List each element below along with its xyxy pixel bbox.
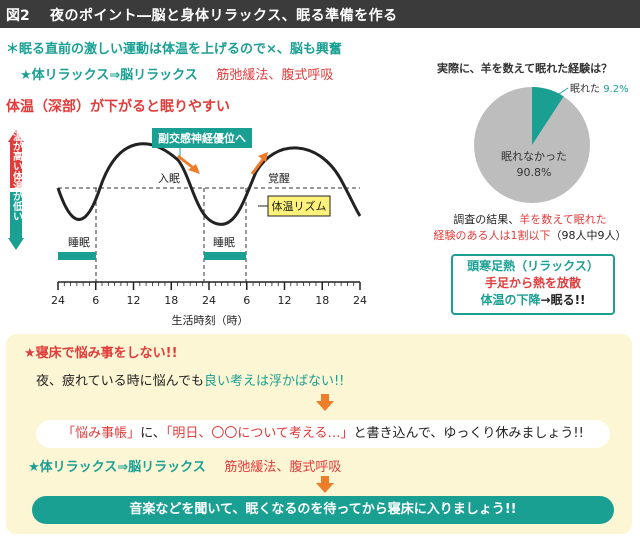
x-tick-label: 6: [243, 294, 250, 307]
asterisk-mark: ＊: [6, 42, 20, 57]
note-exercise-text: 眠る直前の激しい運動は体温を上げるので×、脳も興奮: [19, 42, 342, 57]
survey-result: 調査の結果、羊を数えて眠れた 経験のある人は1割以下（98人中9人）: [425, 212, 635, 244]
sleep-bar-2: [204, 252, 246, 260]
x-tick-label: 18: [164, 294, 178, 307]
sleep-bar-1: [58, 252, 96, 260]
panel-relax-line: ★体リラックス⇒脳リラックス 筋弛緩法、腹式呼吸: [28, 456, 341, 475]
label-sleep-onset: 入眠: [158, 172, 180, 185]
panel-relax-red: 筋弛緩法、腹式呼吸: [224, 460, 342, 475]
conclusion-line-3-teal: 体温の下降: [480, 293, 541, 307]
conclusion-line-3-rest: 眠る!!: [550, 293, 586, 307]
legend-rhythm: 体温リズム: [272, 199, 327, 213]
x-ticks: 24 6 12 18 24 6 12 18 24: [51, 282, 367, 307]
down-arrow-1-stem: [321, 394, 329, 401]
down-arrow-1-icon: [316, 401, 334, 411]
note-relax-teal: ★体リラックス⇒脳リラックス: [20, 68, 198, 83]
pill-end: と書き込んで、ゆっくり休みましょう!!: [353, 426, 584, 441]
pie-no-value: 90.8%: [517, 166, 552, 179]
figure-label: 図2: [6, 8, 30, 24]
pill-mid: に、: [140, 426, 166, 441]
x-tick-label: 12: [278, 294, 292, 307]
label-wake: 覚醒: [268, 172, 290, 185]
temperature-rhythm-chart: 体温が高い 体温が低い 副交感神経優位へ 入眠 覚醒 体温リズム 睡眠 睡眠 2…: [8, 120, 367, 327]
conclusion-arrow: →: [540, 293, 551, 307]
conclusion-box: 頭寒足熱（リラックス） 手足から熱を放散 体温の下降→眠る!!: [451, 254, 615, 315]
sheep-counting-pie: 眠れた 9.2% 眠れなかった 90.8%: [474, 83, 629, 203]
panel-relax-teal: ★体リラックス⇒脳リラックス: [28, 460, 206, 475]
panel-line-1-teal: 良い考えは浮かばない!!: [203, 374, 345, 389]
x-tick-label: 18: [315, 294, 329, 307]
legend-box: [267, 195, 331, 217]
survey-highlight-1: 羊を数えて眠れた: [519, 213, 607, 226]
callout-parasympathetic: 副交感神経優位へ: [158, 131, 246, 145]
note-relax-red: 筋弛緩法、腹式呼吸: [216, 68, 334, 83]
survey-suffix: （98人中9人）: [550, 229, 627, 242]
panel-heading: ★寝床で悩み事をしない!!: [24, 346, 178, 361]
temp-high-arrow: [8, 130, 24, 188]
pie-yes-label: 眠れた 9.2%: [570, 83, 629, 95]
note-temperature: 体温（深部）が下がると眠りやすい: [6, 99, 230, 115]
pie-question: 実際に、羊を数えて眠れた経験は？: [437, 62, 613, 75]
x-tick-label: 24: [202, 294, 216, 307]
conclusion-line-1: 頭寒足熱（リラックス）: [467, 259, 599, 273]
survey-highlight-2: 経験のある人は1割以下: [433, 229, 551, 242]
bottom-advice-bar: 音楽などを聞いて、眠くなるのを待ってから寝床に入りましょう!!: [32, 496, 614, 524]
panel-line-1-plain: 夜、疲れている時に悩んでも: [36, 374, 204, 389]
orange-arrow-rise: [250, 152, 268, 175]
note-exercise: ＊眠る直前の激しい運動は体温を上げるので×、脳も興奮: [6, 38, 342, 57]
pill-quote-1: 「悩み事帳」: [62, 426, 141, 441]
down-arrow-2-icon: [316, 483, 334, 493]
orange-arrow-descend: [177, 154, 200, 174]
x-tick-label: 12: [127, 294, 141, 307]
figure-header: 図2 夜のポイント―脳と身体リラックス、眠る準備を作る: [0, 0, 640, 28]
survey-prefix: 調査の結果、: [453, 213, 520, 226]
temperature-curve: [56, 142, 362, 226]
temp-low-label: 体温が低い: [11, 170, 24, 221]
x-tick-label: 6: [92, 294, 99, 307]
pie-slice-yes: [532, 87, 564, 145]
down-arrow-2-stem: [321, 476, 329, 483]
conclusion-line-2: 手足から熱を放散: [484, 276, 581, 290]
x-tick-label: 24: [353, 294, 367, 307]
panel-line-1: 夜、疲れている時に悩んでも良い考えは浮かばない!!: [36, 370, 344, 389]
x-tick-label: 24: [51, 294, 65, 307]
figure-title: 夜のポイント―脳と身体リラックス、眠る準備を作る: [50, 8, 398, 24]
x-axis-label: 生活時刻（時）: [172, 313, 249, 327]
note-relax: ★体リラックス⇒脳リラックス 筋弛緩法、腹式呼吸: [20, 64, 333, 83]
pie-no-label: 眠れなかった: [501, 150, 567, 163]
sleep-label-2: 睡眠: [213, 236, 235, 249]
note-book-pill: 「悩み事帳」に、「明日、〇〇について考える…」と書き込んで、ゆっくり休みましょう…: [36, 420, 610, 448]
temp-high-label: 体温が高い: [11, 120, 23, 171]
callout-box: [152, 128, 252, 148]
temp-low-arrow: [8, 192, 24, 250]
sleep-label-1: 睡眠: [68, 236, 90, 249]
pill-quote-2: 「明日、〇〇について考える…」: [165, 426, 354, 441]
